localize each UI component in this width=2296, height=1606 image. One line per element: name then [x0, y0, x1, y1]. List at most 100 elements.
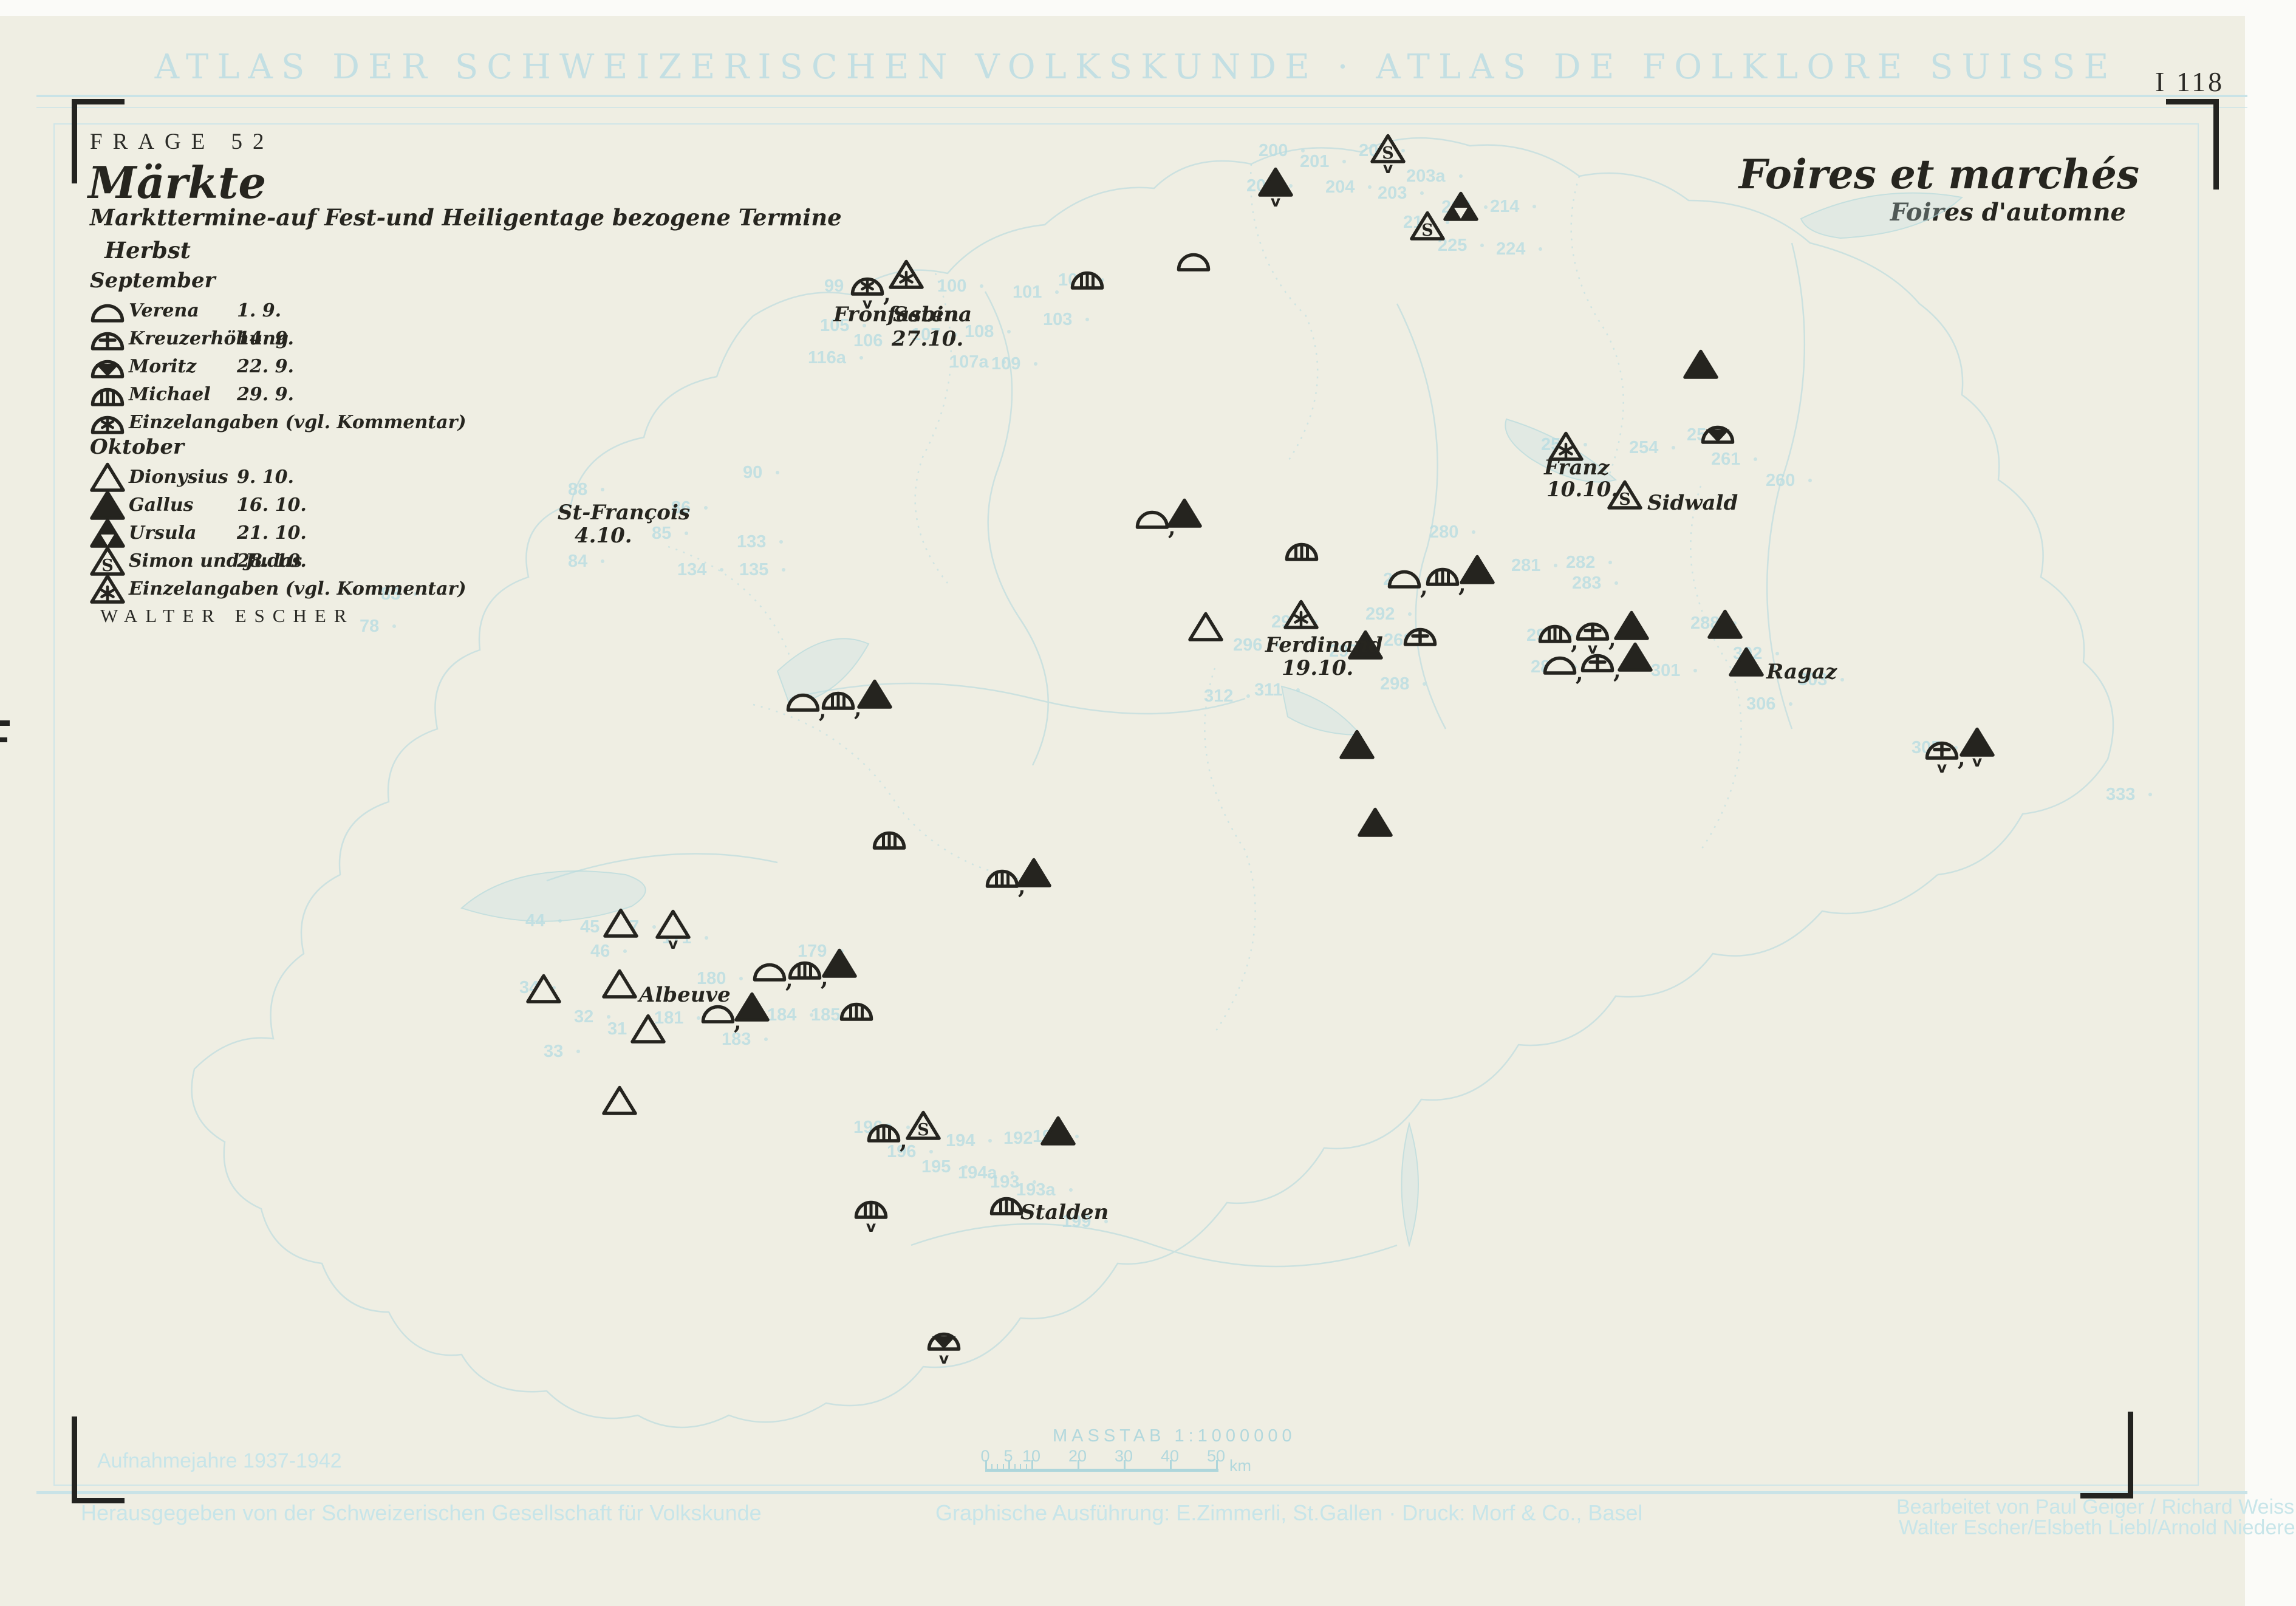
map-symbol-moritz-dome-symbol — [1700, 417, 1735, 448]
map-region-dot — [1775, 652, 1780, 655]
scale-tick-label: 0 — [980, 1447, 990, 1465]
map-symbol-michael-dome-symbol: v — [853, 1192, 889, 1234]
scale-hatch — [1031, 1464, 1033, 1469]
map-region-dot — [964, 1165, 968, 1169]
map-region-dot — [1608, 561, 1613, 564]
map-region-number: 196 — [887, 1142, 934, 1162]
map-region-number: 85 — [652, 524, 689, 544]
map-symbol-kreuzerhoehung-dome-symbol: v, — [1924, 733, 1966, 775]
variant-mark: v — [1270, 193, 1281, 210]
kreuzerhoehung-dome-symbol — [1580, 654, 1614, 672]
svg-text:S: S — [917, 1121, 929, 1140]
legend-row-simon-judas-triangle-symbol: S Simon und Judas 28. 10. — [90, 546, 430, 576]
map-region-dot — [1246, 694, 1251, 698]
map-region-dot — [1368, 185, 1372, 189]
kreuzerhoehung-dome-symbol — [90, 323, 125, 357]
map-region-dot — [1614, 581, 1619, 585]
atlas-plate-paper — [0, 16, 2245, 1606]
map-region-dot — [1033, 1180, 1037, 1184]
dionysius-triangle-symbol — [602, 1085, 637, 1115]
map-region-dot — [988, 1139, 993, 1143]
map-symbol-dionysius-triangle-symbol — [602, 1085, 637, 1116]
map-symbol-michael-dome-symbol — [872, 822, 907, 854]
map-place-label: Sabina — [893, 302, 972, 327]
variant-mark: v — [1382, 159, 1393, 177]
legend-oktober: Oktober Dionysius 9. 10. Gallus 16. 10. Ursu… — [90, 435, 466, 604]
map-symbol-gallus-triangle-symbol — [1040, 1115, 1076, 1147]
michael-dome-symbol — [872, 831, 906, 850]
map-symbol-simon-judas-triangle-symbol: S — [1607, 479, 1642, 511]
map-place-label: Ferdinand — [1265, 633, 1383, 657]
map-region-dot — [782, 568, 786, 572]
map-symbol-gallus-triangle-symbol: v — [1258, 166, 1293, 209]
legend-row-date: 28. 10. — [237, 550, 307, 572]
map-symbol-einzelangaben-triangle-symbol — [1548, 431, 1584, 462]
ursula-triangle-symbol — [90, 518, 125, 552]
separator-mark: , — [900, 1128, 907, 1153]
map-region-dot — [1569, 634, 1573, 637]
verena-dome-symbol — [701, 1005, 735, 1023]
michael-dome-symbol — [985, 869, 1019, 888]
map-region-dot — [414, 592, 418, 596]
map-region-dot — [685, 531, 689, 535]
michael-dome-symbol — [839, 1002, 873, 1021]
gallus-triangle-symbol — [1016, 858, 1051, 887]
michael-dome-symbol — [867, 1124, 901, 1143]
map-symbol-kreuzerhoehung-dome-symbol: v, — [1575, 613, 1616, 656]
map-region-number: 283 — [1572, 573, 1619, 593]
question-number: FRAGE 52 — [90, 129, 275, 154]
map-symbol-verena-dome-symbol: , — [1135, 502, 1176, 538]
legend-row-ursula-triangle-symbol: Ursula 21. 10. — [90, 518, 430, 548]
scale-tick — [1078, 1460, 1079, 1469]
map-region-dot — [392, 624, 397, 628]
variant-mark: v — [1936, 759, 1947, 776]
map-region-number: 214 — [1490, 197, 1537, 217]
map-region-dot — [1808, 479, 1813, 482]
map-symbol-gallus-triangle-symbol — [1016, 857, 1051, 889]
scale-bar — [985, 1469, 1218, 1472]
map-region-number: 33 — [544, 1042, 581, 1062]
map-region-dot — [1532, 205, 1537, 208]
map-symbol-michael-dome-symbol — [1284, 534, 1319, 566]
michael-dome-symbol — [1426, 567, 1460, 586]
map-region-number: 183 — [722, 1030, 768, 1050]
map-region-dot — [896, 339, 900, 343]
map-region-dot — [601, 559, 605, 563]
map-region-dot — [704, 506, 708, 510]
map-symbol-gallus-triangle-symbol — [1683, 349, 1718, 380]
map-region-dot — [1480, 244, 1485, 247]
svg-text:S: S — [1619, 490, 1631, 509]
map-place-label: 19.10. — [1282, 656, 1354, 680]
season-label: Herbst — [104, 237, 191, 264]
map-region-number: 193a — [1016, 1180, 1073, 1200]
scale-tick-label: 5 — [1003, 1447, 1013, 1465]
map-region-dot — [1034, 362, 1038, 366]
map-subtitle-fr: Foires d'automne — [1890, 198, 2126, 227]
legend-row-date: 29. 9. — [237, 384, 294, 405]
map-symbol-kreuzerhoehung-dome-symbol: , — [1580, 645, 1621, 682]
legend-row-label: Kreuzerhöhung — [129, 328, 289, 349]
map-symbol-michael-dome-symbol: , — [787, 952, 829, 989]
kreuzerhoehung-dome-symbol — [1403, 627, 1437, 646]
map-region-number: 180 — [697, 969, 743, 989]
map-symbol-simon-judas-triangle-symbol: S — [1410, 210, 1445, 242]
map-region-dot — [1458, 174, 1463, 178]
simon-judas-triangle-symbol: S — [1410, 211, 1445, 241]
map-symbol-michael-dome-symbol: , — [985, 861, 1026, 897]
map-region-number: 201 — [1300, 152, 1347, 172]
map-symbol-verena-dome-symbol: , — [1387, 561, 1428, 598]
map-symbol-michael-dome-symbol: , — [866, 1115, 907, 1152]
dionysius-triangle-symbol — [655, 909, 691, 939]
legend-row-label: Dionysius — [129, 466, 228, 488]
legend-row-michael-dome-symbol: Michael 29. 9. — [90, 380, 430, 408]
map-region-dot — [623, 949, 627, 953]
map-symbol-einzelangaben-triangle-symbol — [1283, 599, 1319, 630]
scale-tick — [1124, 1460, 1126, 1469]
map-place-label: 10.10. — [1546, 477, 1619, 502]
map-region-number: 181 — [654, 1008, 701, 1028]
svg-text:S: S — [1382, 144, 1394, 163]
michael-dome-symbol — [1070, 271, 1104, 290]
moritz-dome-symbol — [90, 351, 125, 385]
map-region-dot — [1554, 564, 1558, 567]
map-region-dot — [1104, 1220, 1109, 1223]
